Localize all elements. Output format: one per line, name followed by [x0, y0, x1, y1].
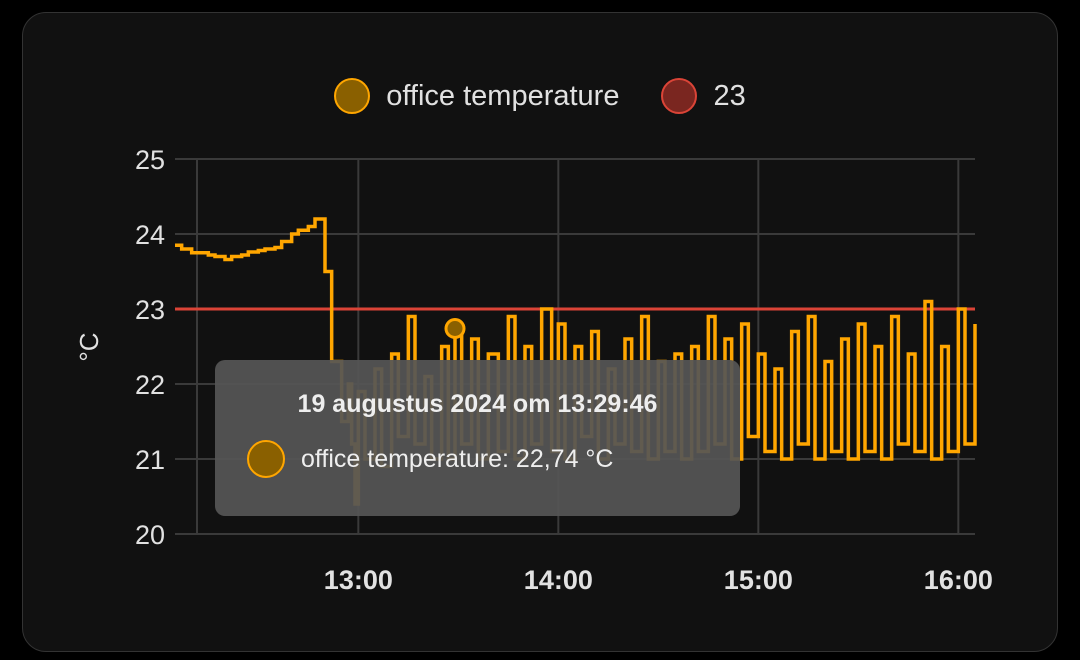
y-axis: 20 21 22 23 24 25: [135, 145, 165, 550]
chart-legend: office temperature 23: [0, 78, 1080, 114]
tooltip-series-label: office temperature: 22,74 °C: [301, 444, 614, 473]
y-tick-label: 23: [135, 295, 165, 325]
x-tick-label: 13:00: [324, 565, 393, 595]
hover-point-marker: [444, 318, 466, 339]
y-tick-label: 24: [135, 220, 165, 250]
legend-label-threshold-23: 23: [713, 79, 746, 112]
legend-label-office-temperature: office temperature: [386, 79, 620, 112]
y-axis-label: °C: [74, 332, 104, 361]
legend-swatch-office-temperature: [334, 78, 371, 114]
legend-swatch-threshold-23: [661, 78, 698, 114]
legend-item-office-temperature[interactable]: office temperature: [334, 78, 619, 114]
x-tick-label: 15:00: [724, 565, 793, 595]
x-axis: 13:00 14:00 15:00 16:00: [324, 565, 993, 595]
y-tick-label: 22: [135, 370, 165, 400]
y-tick-label: 20: [135, 520, 165, 550]
x-tick-label: 16:00: [924, 565, 993, 595]
y-tick-label: 25: [135, 145, 165, 175]
chart-tooltip: 19 augustus 2024 om 13:29:46 office temp…: [215, 360, 740, 516]
legend-item-threshold-23[interactable]: 23: [661, 78, 746, 114]
y-tick-label: 21: [135, 445, 165, 475]
tooltip-series-row: office temperature: 22,74 °C: [247, 440, 614, 478]
tooltip-series-swatch: [247, 440, 285, 478]
tooltip-title: 19 augustus 2024 om 13:29:46: [297, 390, 658, 418]
x-tick-label: 14:00: [524, 565, 593, 595]
hover-marker-layer: [444, 318, 466, 339]
